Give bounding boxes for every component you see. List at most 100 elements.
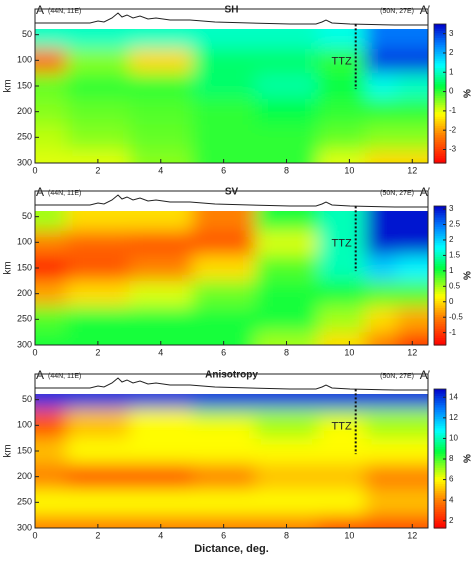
- colorbar-step: [434, 130, 446, 134]
- colorbar-step: [434, 240, 446, 244]
- field-cell: [66, 124, 131, 152]
- colorbar-tick-label: -2: [449, 125, 457, 134]
- field-cell: [365, 230, 398, 257]
- field-cell: [396, 29, 428, 50]
- colorbar-step: [434, 393, 446, 397]
- colorbar-step: [434, 467, 446, 471]
- colorbar-step: [434, 319, 446, 323]
- colorbar-step: [434, 419, 446, 423]
- colorbar-step: [434, 312, 446, 316]
- field-cell: [192, 463, 257, 491]
- field-cell: [35, 280, 68, 308]
- colorbar-step: [434, 446, 446, 450]
- field-cell: [35, 306, 68, 334]
- colorbar-step: [434, 516, 446, 520]
- colorbar-step: [434, 405, 446, 409]
- colorbar-step: [434, 296, 446, 300]
- field-cell: [192, 332, 257, 345]
- colorbar-step: [434, 472, 446, 476]
- colorbar-step: [434, 458, 446, 462]
- colorbar-step: [434, 151, 446, 155]
- right-coord: (50N, 27E): [380, 190, 414, 197]
- field-cell: [365, 211, 398, 232]
- field-cell: [317, 489, 367, 517]
- field-cell: [192, 408, 257, 422]
- field-cell: [396, 515, 428, 528]
- x-tick-label: 8: [284, 530, 289, 540]
- colorbar-step: [434, 206, 446, 209]
- colorbar-step: [434, 114, 446, 118]
- colorbar-step: [434, 98, 446, 102]
- colorbar-step: [434, 407, 446, 411]
- colorbar-step: [434, 118, 446, 122]
- field-cell: [317, 408, 367, 422]
- colorbar-step: [434, 247, 446, 251]
- field-cell: [365, 255, 398, 282]
- colorbar-step: [434, 483, 446, 487]
- field-cell: [317, 48, 367, 75]
- colorbar-tick-label: 0: [449, 297, 454, 306]
- y-tick-label: 300: [17, 522, 32, 532]
- colorbar-step: [434, 123, 446, 127]
- colorbar-tick-label: 3: [449, 204, 454, 213]
- field-cell: [396, 408, 428, 422]
- colorbar-step: [434, 456, 446, 460]
- field-cell: [317, 211, 367, 232]
- colorbar-frame: [433, 205, 447, 346]
- field-cell: [255, 306, 319, 334]
- field-cell: [255, 438, 319, 465]
- colorbar-step: [434, 338, 446, 341]
- colorbar-step: [434, 310, 446, 314]
- colorbar-tick-label: 4: [449, 495, 454, 504]
- field-cell: [129, 150, 194, 163]
- field-cell: [255, 394, 319, 410]
- field-cell: [255, 420, 319, 440]
- field-cell: [66, 48, 131, 75]
- colorbar-step: [434, 54, 446, 58]
- colorbar-step: [434, 226, 446, 230]
- colorbar-step: [434, 504, 446, 508]
- colorbar-tick-label: 14: [449, 392, 458, 401]
- y-tick-label: 250: [17, 132, 32, 142]
- colorbar-step: [434, 488, 446, 492]
- colorbar-step: [434, 125, 446, 129]
- colorbar-step: [434, 116, 446, 120]
- colorbar-step: [434, 303, 446, 307]
- field-cell: [396, 211, 428, 232]
- field-cell: [35, 408, 68, 422]
- field-cell: [66, 438, 131, 465]
- colorbar-step: [434, 307, 446, 311]
- colorbar-step: [434, 509, 446, 513]
- field-cell: [255, 150, 319, 163]
- colorbar-step: [434, 280, 446, 284]
- field-cell: [129, 211, 194, 232]
- field-cell: [365, 394, 398, 410]
- colorbar-step: [434, 65, 446, 69]
- colorbar-step: [434, 389, 446, 392]
- left-label: A: [36, 185, 44, 199]
- colorbar-step: [434, 229, 446, 233]
- field-cell: [129, 394, 194, 410]
- colorbar-step: [434, 525, 446, 529]
- field-cell: [317, 306, 367, 334]
- right-coord: (50N, 27E): [380, 8, 414, 15]
- colorbar-step: [434, 270, 446, 274]
- colorbar-step: [434, 451, 446, 455]
- colorbar-step: [434, 465, 446, 469]
- field-cell: [192, 211, 257, 232]
- field-cell: [192, 230, 257, 257]
- field-cell: [365, 332, 398, 345]
- right-label: A′: [420, 368, 431, 382]
- colorbar-step: [434, 291, 446, 295]
- field: [35, 29, 428, 163]
- colorbar-step: [434, 514, 446, 518]
- field-cell: [317, 98, 367, 126]
- field-cell: [66, 98, 131, 126]
- colorbar-step: [434, 287, 446, 290]
- colorbar-step: [434, 493, 446, 497]
- x-tick-label: 4: [158, 347, 163, 357]
- field-cell: [255, 515, 319, 528]
- colorbar-step: [434, 421, 446, 425]
- colorbar-step: [434, 391, 446, 395]
- x-tick-label: 4: [158, 165, 163, 175]
